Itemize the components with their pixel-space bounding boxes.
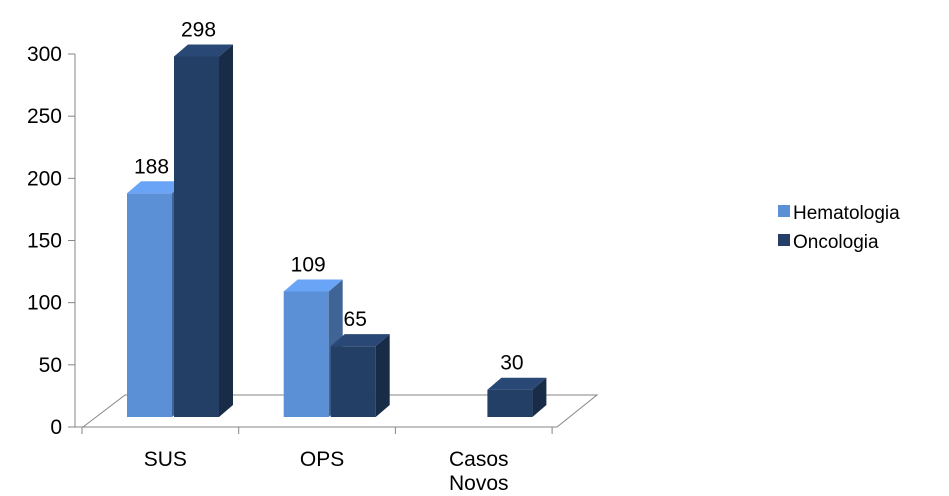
y-tick-label: 50 — [39, 354, 62, 377]
bar-top-face — [283, 279, 343, 292]
data-label: 65 — [344, 308, 367, 331]
bar — [174, 44, 233, 418]
bar-front-face — [174, 56, 219, 418]
bar — [487, 377, 547, 417]
x-tick-label: SUS — [144, 448, 187, 471]
x-tick-label: Novos — [449, 472, 509, 495]
labels-layer: 188 298 109 65 30 — [134, 18, 524, 374]
y-tick-label: 100 — [27, 292, 62, 315]
data-label: 188 — [134, 155, 169, 178]
legend-swatch — [778, 205, 790, 217]
legend-label: Hematologia — [793, 203, 900, 224]
bar-side-face — [532, 377, 547, 417]
bar — [330, 334, 390, 417]
bar-top-face — [174, 44, 233, 57]
data-label: 298 — [181, 18, 216, 41]
bar-front-face — [283, 291, 329, 417]
floor-outline — [75, 394, 599, 428]
bar-front-face — [330, 346, 376, 417]
bars-layer — [127, 44, 547, 418]
bar-side-face — [375, 334, 390, 417]
data-label: 109 — [291, 253, 326, 276]
bar-side-face — [219, 44, 233, 418]
x-tick-label: Casos — [449, 448, 509, 471]
bar-top-face — [330, 334, 390, 347]
data-label: 30 — [500, 352, 523, 375]
bar-front-face — [127, 193, 172, 417]
legend-label: Oncologia — [793, 232, 879, 253]
x-tick-label: OPS — [300, 448, 344, 471]
legend: Hematologia Oncologia — [778, 203, 900, 253]
y-tick-label: 250 — [27, 105, 62, 128]
y-tick-label: 150 — [27, 230, 62, 253]
y-tick-label: 200 — [27, 167, 62, 190]
y-tick-label: 300 — [27, 43, 62, 66]
bar-top-face — [487, 377, 547, 390]
legend-swatch — [778, 234, 790, 246]
bar-front-face — [487, 389, 533, 417]
y-tick-label: 0 — [50, 416, 62, 439]
bar-top-face — [127, 181, 186, 194]
